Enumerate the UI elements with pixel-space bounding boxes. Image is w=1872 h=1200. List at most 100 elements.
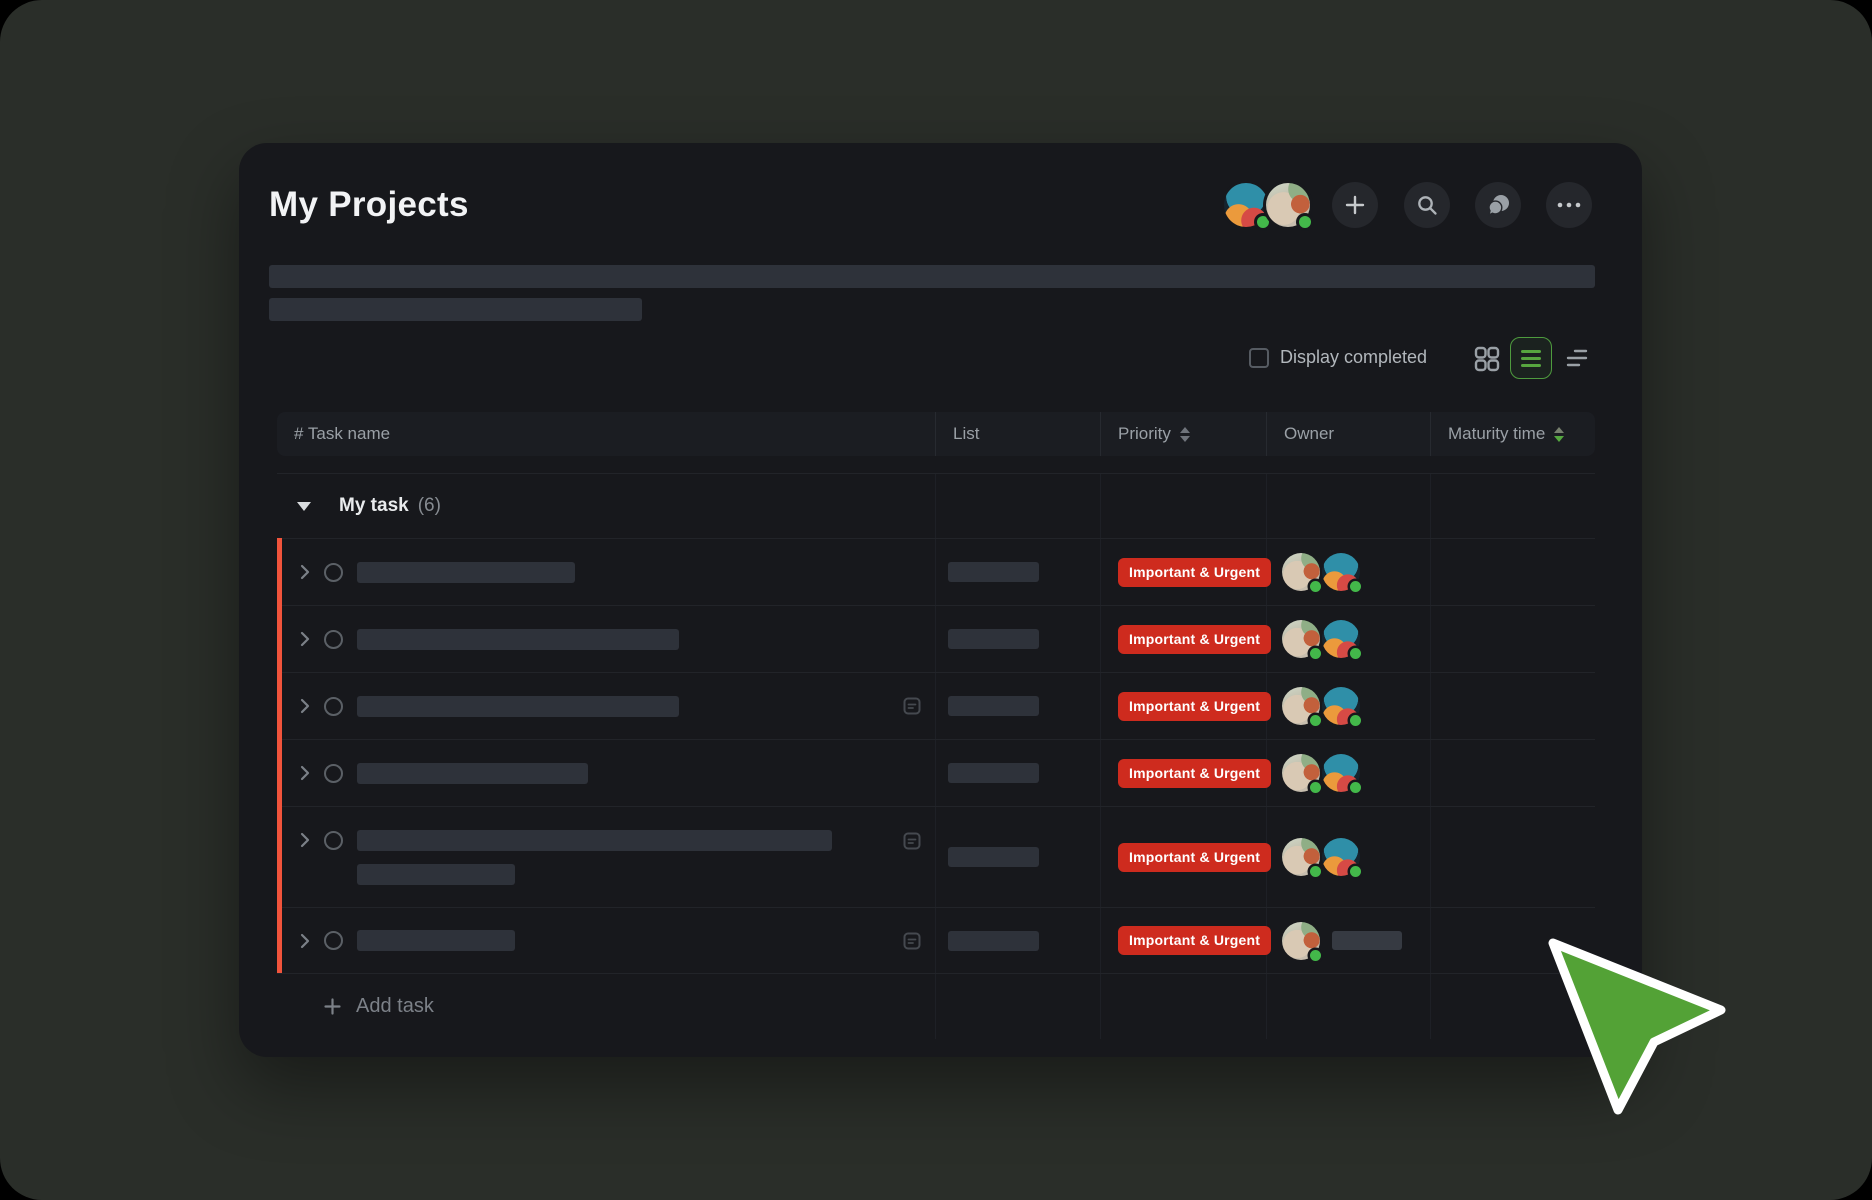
priority-badge[interactable]: Important & Urgent [1118,557,1272,587]
filter-view-button[interactable] [1564,345,1590,371]
baby-avatar [1282,921,1321,961]
baby-avatar [1282,620,1321,659]
expand-chevron-icon[interactable] [300,933,310,949]
owner-avatars[interactable] [1267,921,1402,961]
header-avatar-baby[interactable] [1266,183,1311,228]
add-button[interactable] [1332,182,1378,228]
column-header-owner: Owner [1267,412,1431,456]
baby-avatar [1282,754,1321,793]
complete-task-circle[interactable] [324,830,343,850]
online-status-dot [1257,216,1269,228]
maturity-time-cell [1431,606,1595,672]
owner-avatars[interactable] [1267,838,1361,877]
list-skeleton [948,696,1039,716]
online-status-dot [1310,581,1321,592]
priority-badge[interactable]: Important & Urgent [1118,926,1272,955]
online-status-dot [1310,949,1321,961]
online-status-dot [1350,581,1361,592]
projects-window: My Projects Display completed [239,143,1642,1057]
task-title-skeleton [357,829,832,851]
group-count: (6) [417,495,441,516]
maturity-time-cell [1431,673,1595,739]
add-task-row[interactable]: Add task [277,973,1595,1039]
description-note-icon [903,832,921,850]
owner-avatars[interactable] [1267,620,1361,659]
list-skeleton [948,763,1039,783]
display-completed-label: Display completed [1280,347,1428,367]
task-row: Important & Urgent [277,739,1595,806]
expand-chevron-icon[interactable] [300,698,310,714]
maturity-time-cell [1431,807,1595,907]
task-row: Important & Urgent [277,907,1595,973]
online-status-dot [1350,866,1361,877]
tasks-table: # Task name List Priority Owner Maturity… [277,412,1595,1039]
list-view-button-active[interactable] [1510,337,1552,379]
list-view-icon [1521,349,1541,353]
owner-avatars[interactable] [1267,687,1361,726]
add-task-plus-icon [324,998,341,1015]
priority-badge[interactable]: Important & Urgent [1118,624,1272,654]
task-row: Important & Urgent [277,672,1595,739]
display-completed-checkbox[interactable] [1249,348,1269,368]
complete-task-circle[interactable] [324,629,343,649]
complete-task-circle[interactable] [324,931,343,950]
cartoon-avatar [1322,687,1361,726]
maturity-time-cell [1431,539,1595,605]
column-header-priority[interactable]: Priority [1101,412,1267,456]
task-title-skeleton [357,561,575,583]
complete-task-circle[interactable] [324,696,343,716]
toolbar: Display completed [239,337,1642,379]
header-avatar-cartoon[interactable] [1224,183,1269,228]
collapse-group-caret-icon[interactable] [297,501,311,511]
expand-chevron-icon[interactable] [300,631,310,647]
sort-icon [1179,426,1190,442]
online-status-dot [1310,648,1321,659]
more-icon [1557,202,1581,208]
online-status-dot [1299,216,1311,228]
expand-chevron-icon[interactable] [300,564,310,580]
group-row-my-task: My task (6) [277,473,1595,538]
online-status-dot [1310,782,1321,793]
table-header: # Task name List Priority Owner Maturity… [277,412,1595,456]
description-skeleton-line [269,265,1595,288]
priority-badge[interactable]: Important & Urgent [1118,691,1272,721]
more-button[interactable] [1546,182,1592,228]
online-status-dot [1350,715,1361,726]
expand-chevron-icon[interactable] [300,765,310,781]
search-icon [1418,196,1437,215]
add-task-label: Add task [356,995,434,1017]
task-row: Important & Urgent [277,605,1595,672]
expand-chevron-icon[interactable] [300,832,310,848]
search-button[interactable] [1404,182,1450,228]
priority-badge[interactable]: Important & Urgent [1118,842,1272,872]
column-header-maturity-time[interactable]: Maturity time [1431,412,1595,456]
task-title-skeleton [357,930,515,951]
grid-view-button[interactable] [1473,345,1501,373]
task-title-skeleton-line2 [357,863,515,885]
baby-avatar [1282,838,1321,877]
cartoon-avatar [1322,553,1361,592]
owner-avatars[interactable] [1267,553,1361,592]
complete-task-circle[interactable] [324,763,343,783]
description-skeleton-line [269,298,642,321]
maturity-time-cell [1431,740,1595,806]
list-skeleton [948,629,1039,649]
online-status-dot [1310,866,1321,877]
description-note-icon [903,697,921,715]
add-icon [1345,195,1365,215]
chat-button[interactable] [1475,182,1521,228]
priority-badge[interactable]: Important & Urgent [1118,758,1272,788]
description-note-icon [903,932,921,950]
owner-avatars[interactable] [1267,754,1361,793]
task-title-skeleton [357,695,679,717]
task-title-skeleton [357,628,679,650]
task-row: Important & Urgent [277,538,1595,605]
cartoon-avatar [1322,754,1361,793]
complete-task-circle[interactable] [324,562,343,582]
baby-avatar [1282,553,1321,592]
page-title: My Projects [269,185,469,224]
list-skeleton [948,562,1039,582]
grid-view-icon [1474,346,1500,372]
baby-avatar [1282,687,1321,726]
